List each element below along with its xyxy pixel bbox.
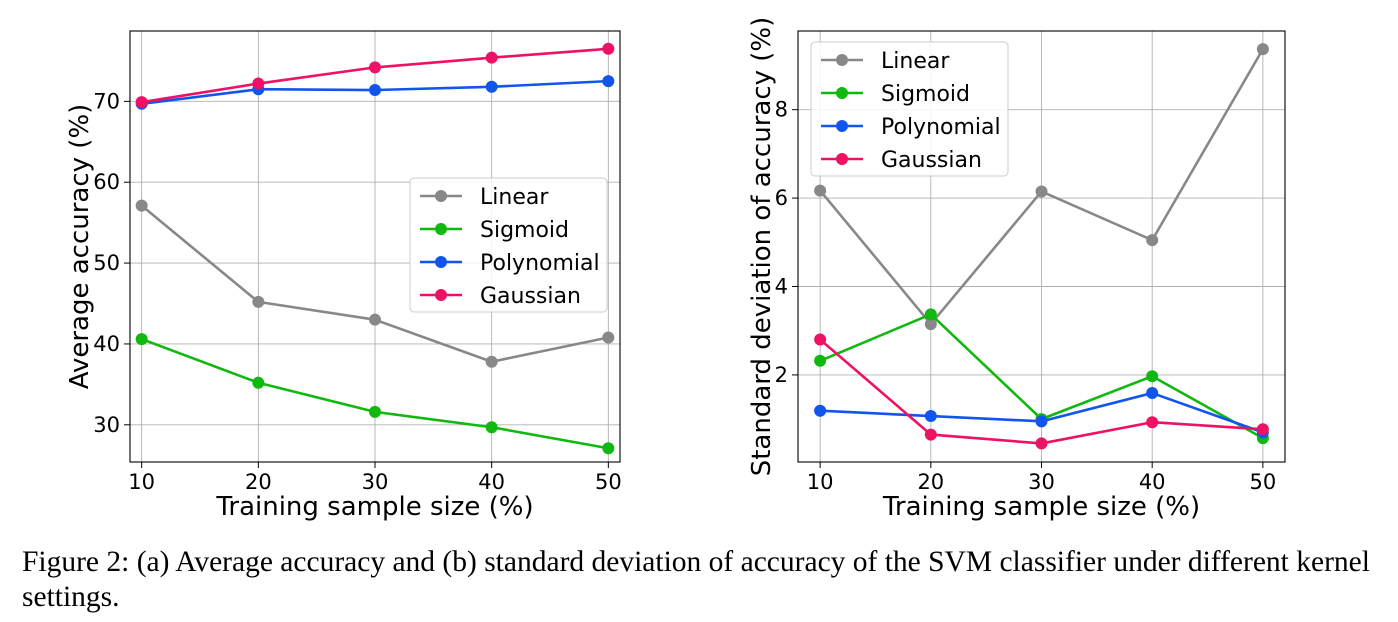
x-axis-label: Training sample size (%): [215, 492, 533, 522]
legend-label: Gaussian: [480, 284, 581, 309]
data-point-linear: [924, 318, 937, 331]
data-point-polynomial: [485, 80, 498, 93]
figure-caption: Figure 2: (a) Average accuracy and (b) s…: [22, 546, 1370, 613]
data-point-gaussian: [1256, 423, 1269, 436]
x-axis-label: Training sample size (%): [882, 492, 1200, 522]
data-point-linear: [135, 199, 148, 212]
legend-marker: [435, 190, 447, 202]
y-tick-label: 4: [775, 275, 788, 299]
data-point-gaussian: [602, 42, 615, 55]
data-point-gaussian: [814, 333, 827, 346]
x-tick-label: 40: [1139, 470, 1166, 494]
figure-charts: 10 20 30 40 50 30 40 50 60 70 Training sample size…: [65, 17, 1286, 522]
legend-marker: [435, 223, 447, 235]
y-tick-label: 40: [93, 332, 120, 356]
y-tick-label: 6: [775, 186, 788, 210]
data-point-sigmoid: [814, 354, 827, 367]
legend-marker: [836, 87, 848, 99]
legend-marker: [435, 289, 447, 301]
plot-frame: [129, 30, 621, 463]
legend-label: Polynomial: [881, 115, 1001, 140]
data-point-linear: [1146, 234, 1159, 247]
data-point-linear: [369, 313, 381, 326]
data-point-linear: [252, 295, 265, 308]
data-point-gaussian: [369, 61, 381, 74]
data-point-gaussian: [1035, 437, 1048, 450]
x-tick-label: 10: [807, 470, 834, 494]
legend-label: Linear: [881, 49, 950, 74]
data-point-linear: [1035, 185, 1048, 198]
y-tick-label: 70: [93, 89, 120, 113]
data-point-polynomial: [602, 75, 615, 88]
data-point-polynomial: [369, 84, 381, 97]
x-tick-label: 10: [128, 470, 155, 494]
legend-marker: [836, 153, 848, 165]
y-tick-label: 8: [775, 98, 788, 122]
data-point-sigmoid: [924, 308, 937, 321]
chart-1: 10 20 30 40 50 30 40 50 60 70 Training sample size…: [65, 30, 622, 522]
legend-box: [810, 41, 1009, 177]
data-point-gaussian: [485, 51, 498, 64]
legend-marker: [836, 120, 848, 132]
data-point-sigmoid: [1146, 370, 1159, 383]
data-point-linear: [485, 355, 498, 368]
data-point-polynomial: [1035, 415, 1048, 428]
x-tick-label: 50: [595, 470, 622, 494]
legend-label: Linear: [480, 185, 549, 210]
data-point-sigmoid: [602, 442, 615, 455]
legend: Linear Sigmoid Polynomial Gaussian: [409, 177, 608, 313]
data-point-polynomial: [1146, 387, 1159, 400]
y-tick-label: 2: [775, 363, 788, 387]
data-point-gaussian: [1146, 416, 1159, 429]
x-tick-label: 20: [245, 470, 272, 494]
legend-marker: [435, 256, 447, 268]
y-tick-label: 30: [93, 413, 120, 437]
data-point-polynomial: [814, 404, 827, 417]
data-point-linear: [814, 184, 827, 197]
plot-frame: [797, 30, 1286, 463]
x-tick-label: 40: [478, 470, 505, 494]
x-tick-label: 30: [1028, 470, 1055, 494]
legend-label: Gaussian: [881, 148, 982, 173]
legend-marker: [836, 54, 848, 66]
data-point-sigmoid: [135, 333, 148, 346]
data-point-sigmoid: [369, 405, 381, 418]
data-point-gaussian: [924, 428, 937, 441]
y-axis-label: Standard deviation of accuracy (%): [747, 17, 777, 477]
data-point-sigmoid: [485, 421, 498, 434]
legend-label: Polynomial: [480, 251, 600, 276]
legend-label: Sigmoid: [480, 218, 569, 243]
x-tick-label: 30: [362, 470, 389, 494]
data-point-gaussian: [252, 77, 265, 90]
data-point-linear: [1256, 43, 1269, 56]
y-tick-label: 60: [93, 170, 120, 194]
y-tick-label: 50: [93, 251, 120, 275]
y-axis-label: Average accuracy (%): [65, 104, 95, 390]
legend-label: Sigmoid: [881, 82, 970, 107]
data-point-linear: [602, 331, 615, 344]
legend: Linear Sigmoid Polynomial Gaussian: [810, 41, 1009, 177]
data-point-polynomial: [924, 410, 937, 423]
chart-2: 10 20 30 40 50 2 4 6 8 Training sample size (%) St…: [747, 17, 1286, 522]
data-point-sigmoid: [252, 376, 265, 389]
data-point-gaussian: [135, 96, 148, 109]
x-tick-label: 20: [917, 470, 944, 494]
x-tick-label: 50: [1249, 470, 1276, 494]
legend-box: [409, 177, 608, 313]
